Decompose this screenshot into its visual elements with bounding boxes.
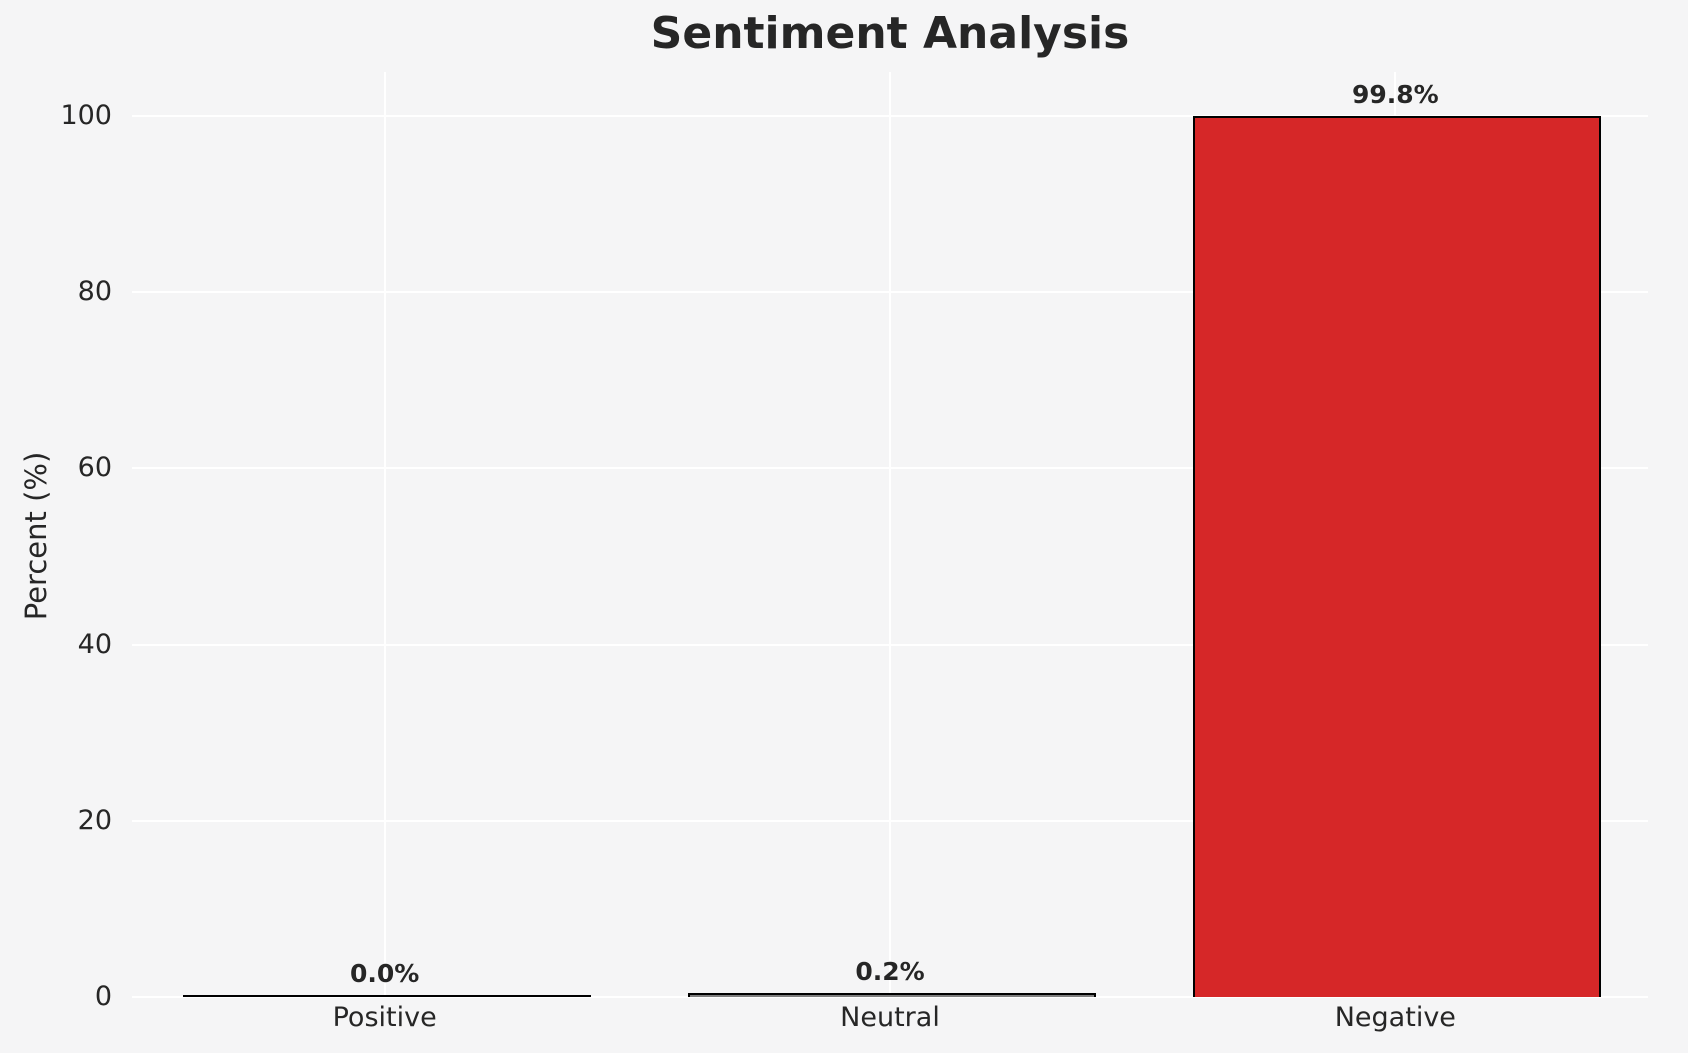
y-tick-label: 100: [60, 100, 112, 132]
y-tick-label: 40: [77, 628, 112, 660]
bar: [1193, 115, 1602, 997]
bar-value-label: 0.0%: [349, 959, 420, 988]
bar: [182, 995, 591, 997]
y-tick-label: 80: [77, 276, 112, 308]
y-tick-label: 20: [77, 804, 112, 836]
x-category-label: Negative: [1334, 1002, 1456, 1033]
x-category-label: Neutral: [840, 1002, 940, 1033]
v-gridline: [889, 72, 891, 997]
y-tick-label: 0: [94, 981, 112, 1012]
x-category-label: Positive: [332, 1002, 437, 1033]
bar-value-label: 0.2%: [855, 957, 925, 987]
chart-title: Sentiment Analysis: [650, 8, 1130, 59]
h-gridline: [132, 996, 1648, 998]
v-gridline: [383, 72, 386, 997]
bar-value-label: 99.8%: [1351, 79, 1439, 109]
bar: [687, 993, 1097, 997]
plot-area: 0.0% 0.2% 99.8%: [132, 72, 1648, 998]
y-tick-label: 60: [77, 452, 112, 484]
